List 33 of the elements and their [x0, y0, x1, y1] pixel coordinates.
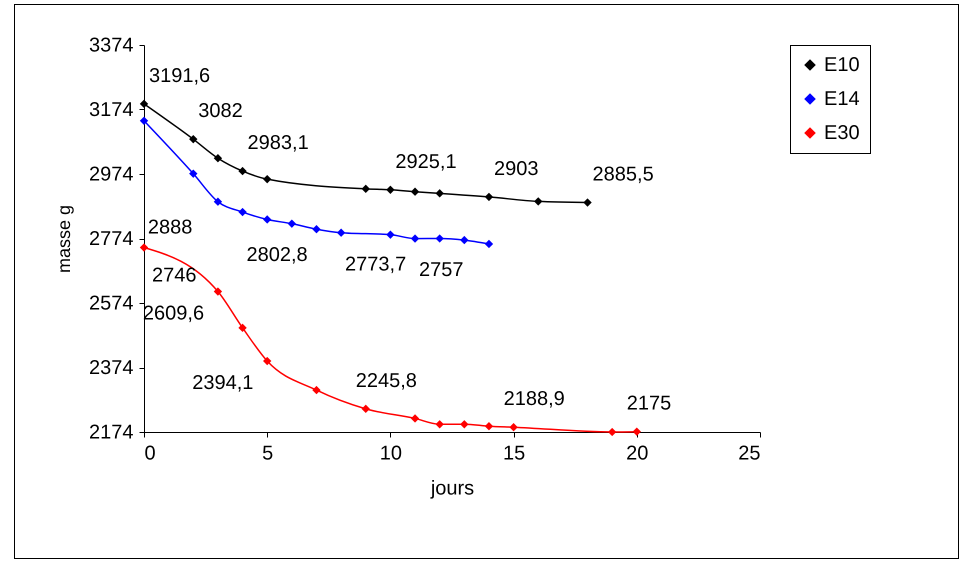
legend-label: E10 [824, 54, 860, 76]
data-label: 2188,9 [504, 388, 565, 410]
x-tick-label: 20 [626, 442, 648, 464]
data-label: 2757 [418, 258, 464, 281]
data-label: 2394,1 [192, 372, 254, 394]
x-tick-label: 25 [738, 442, 760, 464]
data-label: 3082 [198, 100, 243, 122]
y-axis-title: masse g [54, 204, 74, 274]
y-tick-label: 3174 [89, 99, 134, 121]
y-tick-label: 3374 [89, 34, 134, 56]
data-label: 2245,8 [356, 370, 417, 392]
data-label: 2903 [494, 158, 538, 180]
x-tick-label: 5 [262, 442, 274, 464]
x-tick-label: 10 [380, 442, 402, 464]
x-axis-title: jours [430, 478, 474, 500]
legend-label: E30 [824, 122, 860, 144]
data-label: 2802,8 [246, 244, 308, 266]
y-tick-label: 2374 [89, 357, 134, 379]
data-label: 3191,6 [149, 64, 210, 87]
y-tick-label: 2774 [89, 228, 134, 250]
data-label: 2175 [626, 392, 672, 415]
data-label: 2746 [152, 264, 196, 287]
data-label: 2925,1 [395, 150, 457, 173]
y-tick-label: 2174 [89, 422, 134, 444]
data-label: 2888 [148, 216, 192, 239]
data-label: 2773,7 [345, 254, 406, 276]
data-label: 2983,1 [248, 132, 309, 154]
y-tick-label: 2574 [89, 292, 134, 314]
legend-label: E14 [824, 88, 860, 110]
y-tick-label: 2974 [89, 164, 134, 186]
x-tick-label: 0 [144, 442, 156, 464]
data-label: 2885,5 [592, 164, 654, 186]
x-tick-label: 15 [502, 442, 526, 464]
